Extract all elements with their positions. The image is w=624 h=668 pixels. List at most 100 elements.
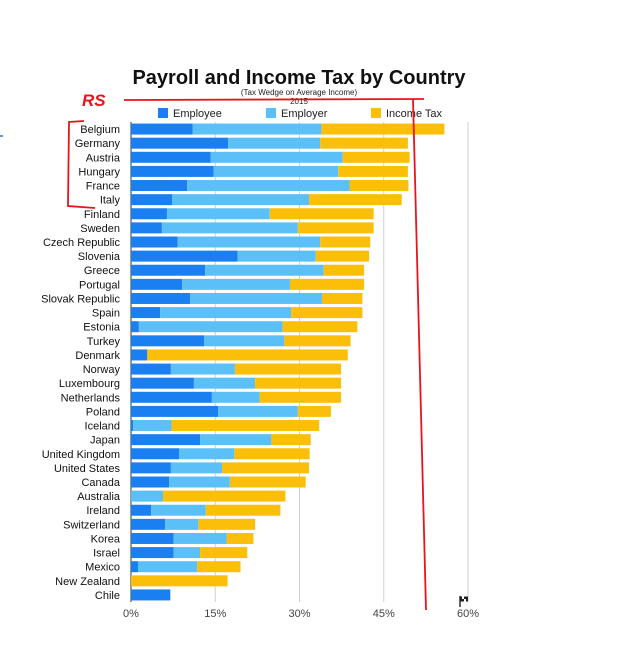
bar-segment-employer — [151, 504, 206, 516]
handwritten-annotation: RS — [0, 91, 427, 611]
x-tick-label: 15% — [204, 608, 226, 620]
bar-segment-income-tax — [269, 208, 374, 220]
category-label: France — [86, 181, 120, 193]
category-label: United Kingdom — [42, 449, 120, 461]
bar-segment-income-tax — [255, 377, 342, 389]
bar-segment-income-tax — [349, 180, 409, 192]
bar-segment-employer — [204, 335, 285, 347]
category-label: Italy — [100, 195, 121, 207]
chart-year: 2015 — [290, 97, 308, 106]
category-label: Slovak Republic — [41, 293, 120, 305]
bar-segment-income-tax — [221, 462, 310, 474]
bar-segment-employee — [131, 476, 170, 488]
bar-segment-employer — [182, 278, 290, 290]
category-label: Japan — [90, 435, 120, 447]
bar-segment-employer — [237, 250, 316, 262]
bar-segment-employee — [131, 589, 171, 601]
bar-segment-employee — [131, 208, 167, 220]
category-label: Austria — [86, 152, 121, 164]
x-tick-label: 0% — [123, 608, 139, 620]
bar-segment-employee — [131, 165, 214, 177]
bar-segment-income-tax — [234, 448, 310, 460]
category-label: Estonia — [83, 322, 121, 334]
bar-segment-employer — [169, 476, 230, 488]
legend-swatch — [266, 108, 276, 118]
bar-segment-employer — [173, 547, 201, 559]
bar-segment-employee — [131, 264, 206, 276]
category-label: Iceland — [85, 421, 120, 433]
category-label: Poland — [86, 406, 120, 418]
bar-segment-income-tax — [282, 321, 358, 333]
category-label: Mexico — [85, 562, 120, 574]
category-label: Portugal — [79, 279, 120, 291]
bar-segment-income-tax — [205, 504, 281, 516]
chart-title: Payroll and Income Tax by Country — [132, 67, 466, 89]
bar-segment-income-tax — [147, 349, 348, 361]
bar-segment-employee — [131, 448, 180, 460]
category-label: Norway — [83, 364, 121, 376]
bar-segment-employer — [172, 194, 310, 206]
category-label: Switzerland — [63, 519, 120, 531]
bar-segment-employee — [131, 391, 212, 403]
bar-segment-employee — [131, 194, 173, 206]
bar-segment-employer — [200, 434, 272, 446]
annotation-vertical-line — [412, 98, 427, 611]
category-label: Sweden — [80, 223, 120, 235]
bar-segment-employee — [131, 278, 183, 290]
category-label: Hungary — [78, 166, 120, 178]
chart-subtitle: (Tax Wedge on Average Income) — [241, 88, 358, 97]
bar-segment-employer — [228, 137, 321, 149]
bar-segment-employee — [131, 236, 178, 248]
bar-segment-employee — [131, 292, 190, 304]
bar-segment-employee — [131, 377, 194, 389]
x-tick-label: 60% — [457, 608, 479, 620]
bar-segment-employer — [192, 123, 322, 135]
annotation-text: RS — [82, 91, 106, 110]
bar-segment-employer — [189, 292, 322, 304]
bar-segment-income-tax — [289, 278, 365, 290]
bar-segment-employer — [138, 561, 198, 573]
bar-segment-income-tax — [315, 250, 370, 262]
category-label: Canada — [81, 477, 120, 489]
category-label: United States — [54, 463, 121, 475]
x-tick-label: 30% — [288, 608, 310, 620]
bar-segment-income-tax — [271, 434, 311, 446]
category-label: Germany — [75, 138, 121, 150]
bar-segment-employer — [166, 208, 270, 220]
category-label: Israel — [93, 548, 120, 560]
bar-segment-income-tax — [309, 194, 402, 206]
bar-segment-employer — [187, 180, 350, 192]
bar-segment-income-tax — [284, 335, 351, 347]
bar-segment-employee — [131, 420, 134, 432]
category-label: Belgium — [80, 124, 120, 136]
bar-segment-employee — [131, 180, 188, 192]
category-label: Korea — [91, 533, 121, 545]
bar-segment-employee — [131, 137, 229, 149]
bar-segment-income-tax — [197, 561, 241, 573]
category-label: Ireland — [86, 505, 120, 517]
bar-segment-income-tax — [320, 236, 371, 248]
bar-segment-employee — [131, 335, 205, 347]
bar-segment-employer — [179, 448, 235, 460]
bar-segment-employer — [131, 490, 164, 502]
grid-lines — [130, 122, 469, 602]
bar-segment-employer — [177, 236, 321, 248]
bar-segment-income-tax — [171, 420, 320, 432]
bar-segment-income-tax — [234, 363, 342, 375]
bar-segment-employee — [131, 462, 171, 474]
bar-segment-employer — [193, 377, 256, 389]
bar-segment-income-tax — [297, 222, 374, 234]
category-label: Czech Republic — [43, 237, 121, 249]
bar-segment-employer — [138, 321, 283, 333]
bar-segment-employee — [131, 547, 174, 559]
annotation-top-line — [123, 98, 425, 101]
bar-segment-income-tax — [163, 490, 286, 502]
category-labels: Belgium Germany Austria Hungary France Italy F… — [41, 124, 121, 602]
bar-segment-income-tax — [338, 165, 408, 177]
legend-swatch — [158, 108, 168, 118]
category-label: Netherlands — [61, 392, 121, 404]
category-label: Turkey — [87, 336, 121, 348]
bar-segment-employee — [131, 307, 161, 319]
bar-segment-employee — [131, 532, 174, 544]
